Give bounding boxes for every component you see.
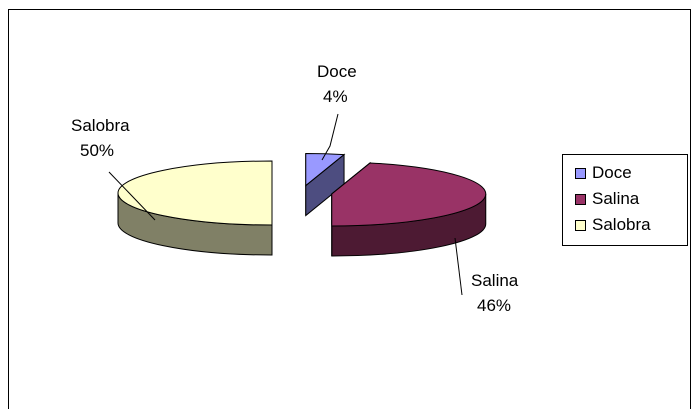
slice-top-salobra [117, 160, 273, 226]
legend-item-salobra: Salobra [575, 215, 651, 235]
legend-item-salina: Salina [575, 189, 639, 209]
leader-line-doce [321, 113, 339, 161]
legend-swatch-doce [575, 167, 586, 179]
label-doce-pct: 4% [323, 87, 348, 106]
label-doce-name: Doce [317, 62, 357, 81]
leader-line-salobra [108, 171, 156, 221]
label-salobra-pct: 50% [80, 141, 114, 160]
label-salobra-name: Salobra [71, 116, 130, 135]
legend-swatch-salobra [575, 219, 586, 231]
label-salina-pct: 46% [477, 296, 511, 315]
legend-swatch-salina [575, 193, 586, 205]
legend-label-salobra: Salobra [592, 215, 651, 234]
label-salina-name: Salina [471, 271, 519, 290]
leader-line-salina [454, 237, 463, 296]
slice-top-salina [331, 162, 487, 227]
legend-item-doce: Doce [575, 163, 632, 183]
legend-label-doce: Doce [592, 163, 632, 182]
data-labels: Doce 4% Salina 46% Salobra 50% [71, 62, 519, 315]
pie-slices [117, 153, 487, 257]
legend-label-salina: Salina [592, 189, 640, 208]
legend: Doce Salina Salobra [562, 154, 688, 246]
leader-lines [108, 113, 463, 296]
